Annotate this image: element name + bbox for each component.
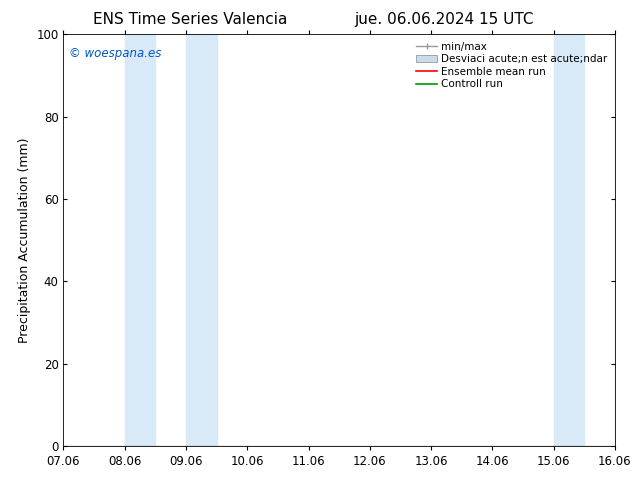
Text: © woespana.es: © woespana.es [69,47,161,60]
Y-axis label: Precipitation Accumulation (mm): Precipitation Accumulation (mm) [18,137,30,343]
Bar [615,34,634,446]
Text: ENS Time Series Valencia: ENS Time Series Valencia [93,12,287,27]
Bar [125,34,155,446]
Bar [553,34,585,446]
Bar [186,34,217,446]
Legend: min/max, Desviaci acute;n est acute;ndar, Ensemble mean run, Controll run: min/max, Desviaci acute;n est acute;ndar… [415,40,610,92]
Text: jue. 06.06.2024 15 UTC: jue. 06.06.2024 15 UTC [354,12,534,27]
